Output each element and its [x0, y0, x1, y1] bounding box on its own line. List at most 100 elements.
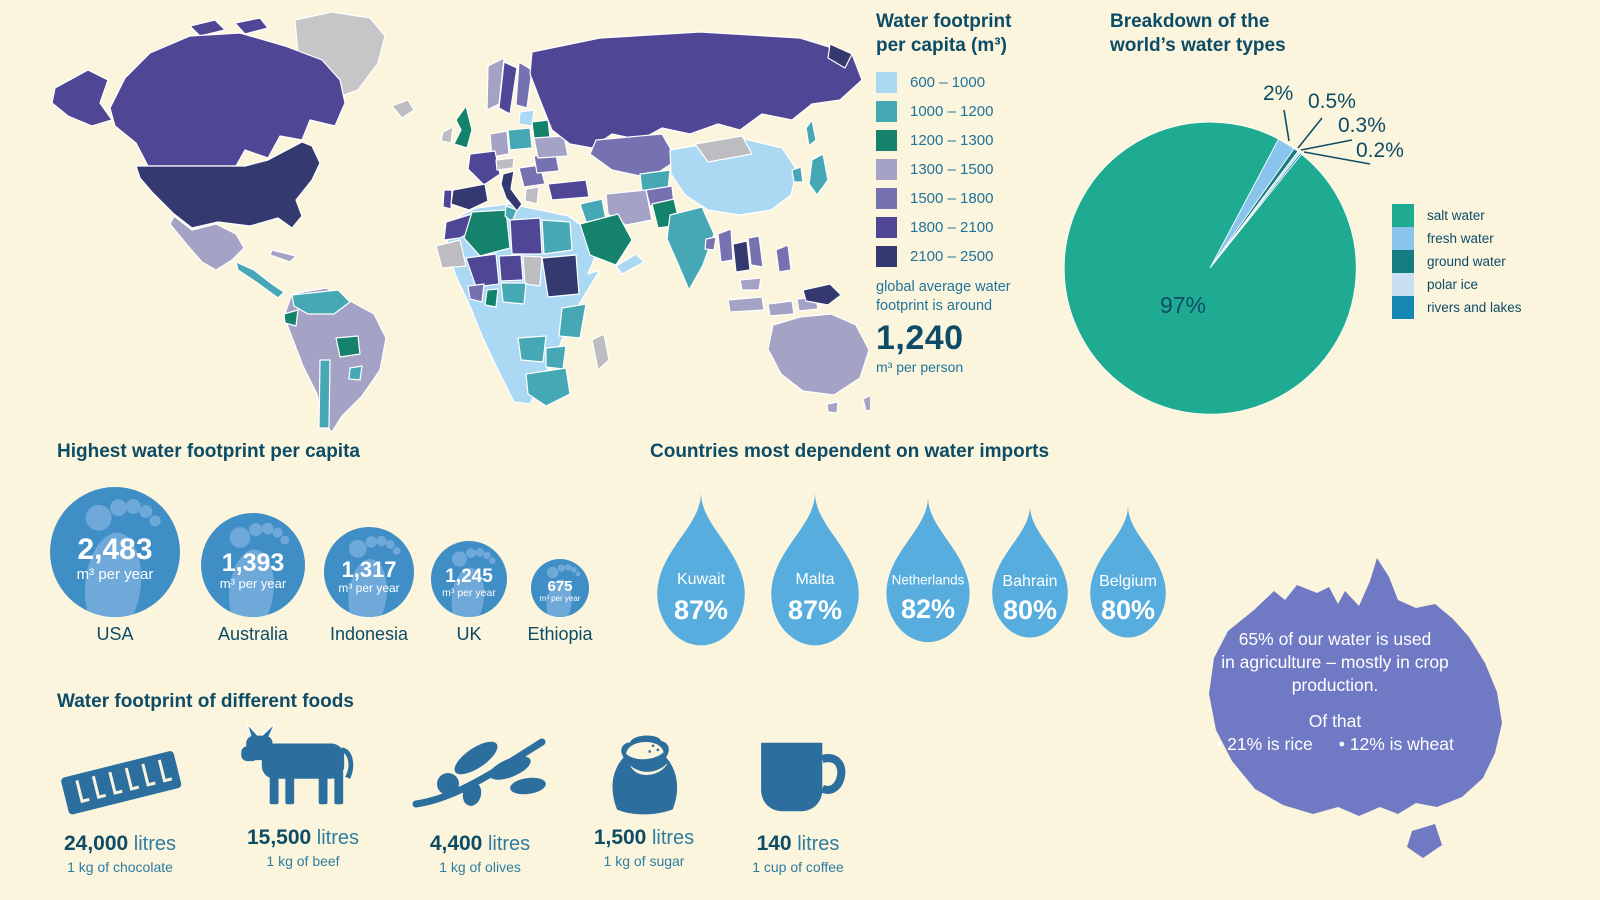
region-alps [495, 157, 515, 171]
country-finland [515, 61, 533, 109]
country-belarus [531, 119, 551, 140]
food-item-chocolate: 24,000 litres 1 kg of chocolate [30, 726, 210, 875]
footprint-value: 2,483 [77, 533, 153, 567]
olive-branch-icon [390, 726, 570, 822]
food-value-unit: litres [651, 827, 695, 849]
pie-label-ground-water: 0.5% [1308, 90, 1356, 113]
food-value-number: 4,400 [429, 832, 483, 855]
drop-item-netherlands: Netherlands 82% [873, 492, 983, 647]
drop-country: Malta [795, 571, 835, 589]
pie-legend-row: rivers and lakes [1392, 296, 1522, 319]
country-chile [318, 359, 331, 429]
drop-country: Bahrain [1002, 572, 1058, 590]
drop-country: Kuwait [676, 571, 726, 589]
country-malaysia [739, 277, 762, 291]
australia-wheat-bullet: • 12% is wheat [1338, 734, 1454, 754]
pie-legend-swatch [1392, 204, 1414, 227]
region-vietnam-laos [747, 235, 764, 268]
australia-mainland [1209, 558, 1502, 816]
region-west-africa [467, 283, 485, 303]
country-alaska [51, 69, 113, 127]
food-value-unit: litres [316, 827, 360, 849]
pie-chart [1063, 109, 1371, 415]
pie-label-salt-water: 97% [1159, 292, 1207, 318]
food-value: 24,000 litres [30, 832, 210, 856]
food-value-unit: litres [487, 833, 531, 855]
footprint-text: 2,483 m³ per year [50, 487, 180, 617]
region-central-america [235, 261, 285, 299]
country-south-korea [791, 166, 804, 183]
coffee-mug-icon [712, 726, 884, 822]
pie-legend-label: fresh water [1427, 231, 1494, 246]
country-ecuador [283, 309, 299, 327]
chocolate-bar-icon [30, 726, 210, 822]
food-caption: 1 cup of coffee [752, 859, 844, 875]
country-uk [453, 105, 473, 149]
drop-item-kuwait: Kuwait 87% [642, 488, 760, 650]
legend-label: 1000 – 1200 [910, 103, 994, 120]
country-greece [524, 186, 540, 205]
footprint-item-indonesia: 1,317 m³ per year Indonesia [324, 527, 414, 644]
country-turkey [547, 179, 590, 201]
map-legend-rows: 600 – 1000 1000 – 1200 1200 – 1300 1300 … [876, 72, 1036, 267]
foods-heading: Water footprint of different foods [57, 691, 354, 712]
australia-silhouette [1209, 558, 1502, 858]
legend-swatch [876, 159, 897, 180]
country-bolivia [335, 335, 361, 358]
pie-legend-row: fresh water [1392, 227, 1522, 250]
country-japan [808, 153, 829, 196]
country-ukraine [533, 135, 569, 159]
food-item-olives: 4,400 litres 1 kg of olives [390, 726, 570, 875]
legend-label: 1500 – 1800 [910, 190, 994, 207]
region-east-africa [558, 303, 587, 339]
global-average-unit: m³ per person [876, 359, 964, 375]
country-egypt [541, 219, 573, 255]
pie-leader-lines [1283, 109, 1371, 165]
pie-legend-row: polar ice [1392, 273, 1522, 296]
country-portugal [442, 189, 453, 210]
country-algeria [463, 209, 511, 257]
footprints-heading: Highest water footprint per capita [57, 441, 360, 462]
footprint-country-label: Indonesia [329, 624, 409, 644]
footprint-item-ethiopia: 675 m³ per year Ethiopia [527, 559, 593, 644]
footprint-value: 675 [547, 577, 573, 595]
footprint-item-australia: 1,393 m³ per year Australia [201, 513, 305, 644]
footprint-text: 1,393 m³ per year [201, 513, 305, 617]
footprint-text: 1,245 m³ per year [431, 541, 507, 617]
country-france [467, 150, 501, 186]
australia-of-that: Of that [1308, 711, 1362, 731]
country-china [669, 137, 798, 216]
country-russia [529, 31, 863, 149]
imports-heading: Countries most dependent on water import… [650, 441, 1050, 462]
country-mongolia [694, 135, 753, 163]
region-chukotka [827, 43, 853, 69]
country-bangladesh [704, 236, 717, 251]
food-value-number: 24,000 [63, 832, 129, 855]
food-item-beef: 15,500 litres 1 kg of beef [213, 720, 393, 869]
region-colombia-venezuela [291, 289, 351, 315]
country-mali [465, 253, 500, 288]
australia-tasmania [1407, 824, 1442, 858]
country-mauritania [435, 239, 467, 269]
legend-label: 1200 – 1300 [910, 132, 994, 149]
country-south-africa [525, 367, 571, 407]
world-map [51, 11, 870, 433]
footprint-value: 1,393 [221, 548, 285, 577]
pie-legend-swatch [1392, 273, 1414, 296]
food-value-number: 140 [756, 832, 792, 855]
country-italy [500, 170, 523, 212]
footprint-unit: m³ per year [219, 575, 287, 591]
food-item-sugar: 1,500 litres 1 kg of sugar [558, 720, 730, 869]
footprint-circle: 2,483 m³ per year [50, 487, 180, 617]
global-average-value: 1,240 [876, 319, 964, 357]
country-ireland [440, 126, 454, 144]
legend-swatch [876, 130, 897, 151]
country-nigeria [500, 282, 527, 305]
region-south-america [283, 287, 387, 433]
pie-legend-label: salt water [1427, 208, 1485, 223]
map-legend-title: Water footprint per capita (m³) [876, 11, 1012, 56]
legend-row: 1200 – 1300 [876, 130, 1036, 151]
legend-row: 2100 – 2500 [876, 246, 1036, 267]
pie-legend-swatch [1392, 227, 1414, 250]
